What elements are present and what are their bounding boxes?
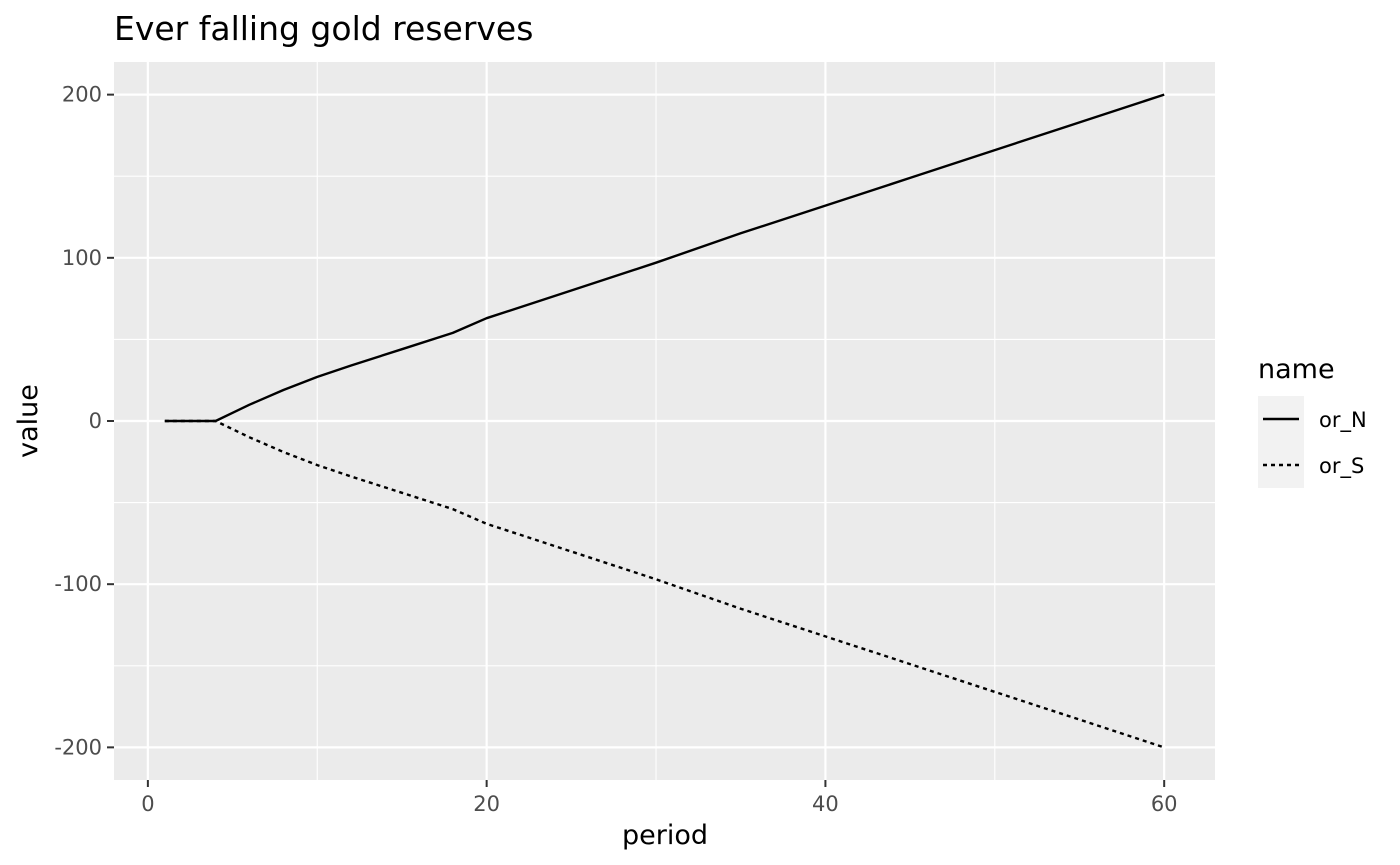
- y-tick-label: 200: [62, 83, 102, 107]
- legend-label: or_S: [1319, 454, 1364, 479]
- x-tick-label: 40: [812, 792, 839, 816]
- x-tick-label: 0: [141, 792, 154, 816]
- major-gridlines: [114, 62, 1215, 780]
- y-axis: -200 -100 0 100 200: [54, 83, 114, 759]
- legend-title: name: [1258, 354, 1335, 385]
- series-line-or_N: [164, 93, 1165, 423]
- x-tick-label: 60: [1151, 792, 1178, 816]
- y-tick-label: 100: [62, 246, 102, 270]
- y-tick-label: -200: [54, 735, 102, 759]
- y-axis-title: value: [13, 384, 44, 458]
- x-axis: 0 20 40 60: [141, 780, 1178, 816]
- x-tick-label: 20: [473, 792, 500, 816]
- series-layer: [164, 93, 1165, 749]
- legend-items: or_N or_S: [1258, 396, 1367, 488]
- x-axis-title: period: [622, 820, 708, 851]
- y-tick-label: -100: [54, 572, 102, 596]
- legend: name or_N or_S: [1258, 354, 1367, 488]
- y-tick-label: 0: [89, 409, 102, 433]
- chart-title: Ever falling gold reserves: [114, 9, 533, 48]
- legend-label: or_N: [1319, 408, 1367, 433]
